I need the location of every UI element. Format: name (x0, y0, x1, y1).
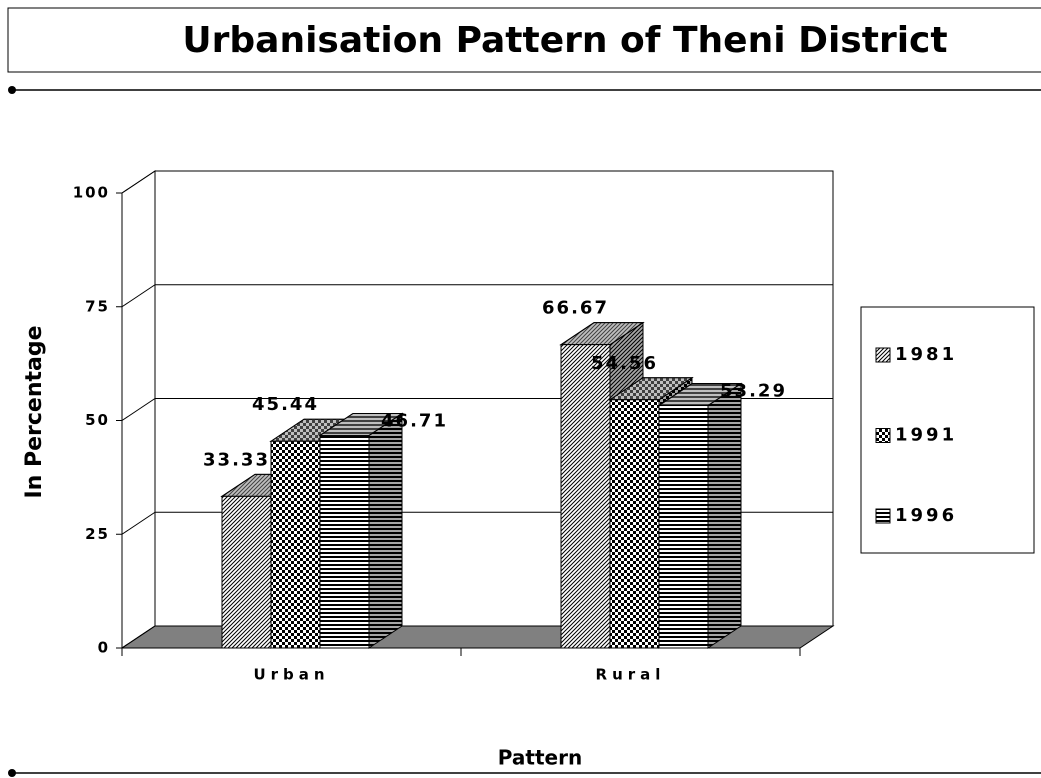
chart-title: Urbanisation Pattern of Theni District (182, 20, 947, 61)
grid-line (121, 284, 156, 308)
legend-swatch (875, 508, 891, 524)
data-label: 45.44 (252, 394, 319, 415)
legend-label: 1981 (895, 344, 957, 365)
legend-swatch (875, 347, 891, 363)
x-tick-label: Urban (253, 666, 329, 684)
y-tick-label: 25 (85, 525, 110, 543)
bar (560, 344, 611, 649)
grid-line (121, 398, 156, 421)
data-label: 66.67 (542, 298, 609, 319)
y-tick-label: 100 (73, 184, 110, 202)
y-axis-title: In Percentage (22, 325, 47, 498)
bar (270, 440, 321, 649)
bar (658, 405, 709, 649)
y-tick-label: 75 (85, 297, 110, 315)
bar (319, 434, 370, 649)
legend-label: 1991 (895, 425, 957, 446)
legend-label: 1996 (895, 505, 957, 526)
bar-side-shade (708, 383, 741, 648)
bar (609, 399, 660, 649)
grid-line (121, 511, 156, 535)
y-tick-label: 0 (98, 639, 110, 657)
grid-line (121, 170, 156, 194)
legend-swatch (875, 428, 891, 443)
data-label: 53.29 (720, 381, 787, 402)
data-label: 54.56 (591, 353, 658, 374)
bar-side-shade (369, 413, 402, 648)
data-label: 46.71 (381, 410, 448, 431)
y-tick-label: 50 (85, 411, 110, 429)
bar (221, 495, 272, 649)
rule-dot (8, 86, 16, 94)
grid-line (121, 625, 156, 649)
data-label: 33.33 (203, 449, 270, 470)
x-tick-label: Rural (596, 666, 666, 684)
rule-dot (8, 769, 16, 777)
x-axis-title: Pattern (498, 746, 582, 770)
title-box (7, 7, 1041, 73)
